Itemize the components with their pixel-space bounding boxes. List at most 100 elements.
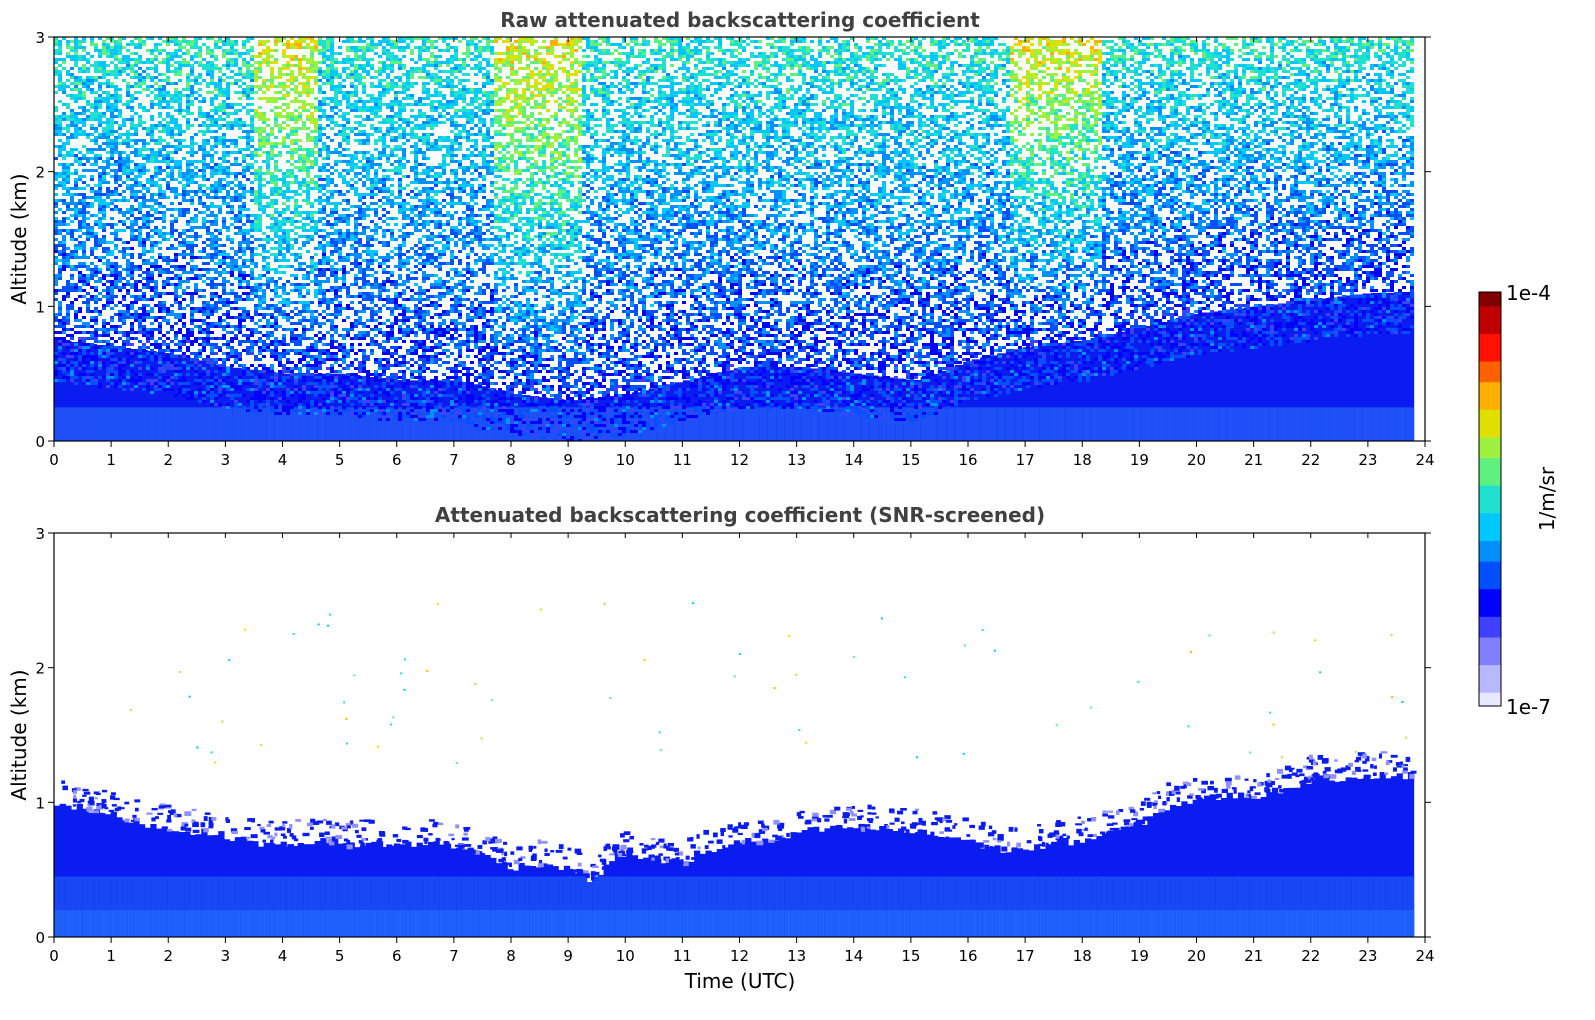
raw-noise-cell [146, 199, 150, 202]
raw-noise-cell [290, 217, 294, 220]
raw-noise-cell [290, 169, 294, 172]
raw-noise-cell [234, 184, 238, 187]
raw-noise-cell [298, 394, 302, 397]
raw-noise-cell [318, 124, 322, 127]
raw-noise-cell [74, 169, 78, 172]
raw-noise-cell [154, 244, 158, 247]
raw-noise-cell [190, 85, 194, 88]
raw-noise-cell [66, 40, 70, 43]
raw-noise-cell [198, 250, 202, 253]
raw-noise-cell [106, 130, 110, 133]
raw-noise-cell [74, 46, 78, 49]
raw-noise-cell [198, 226, 202, 229]
raw-noise-cell [150, 316, 154, 319]
raw-noise-cell [266, 88, 270, 91]
raw-noise-cell [274, 247, 278, 250]
raw-noise-cell [142, 148, 146, 151]
raw-noise-cell [106, 334, 110, 337]
raw-noise-cell [302, 304, 306, 307]
raw-noise-cell [158, 178, 162, 181]
raw-noise-cell [130, 316, 134, 319]
raw-noise-cell [118, 127, 122, 130]
raw-surface-column [776, 407, 785, 441]
raw-noise-cell [126, 265, 130, 268]
raw-noise-cell [162, 307, 166, 310]
raw-noise-cell [242, 235, 246, 238]
raw-noise-cell [82, 367, 86, 370]
raw-noise-cell [78, 319, 82, 322]
raw-noise-cell [110, 289, 114, 292]
raw-noise-cell [238, 73, 242, 76]
raw-noise-cell [270, 55, 274, 58]
raw-noise-cell [66, 130, 70, 133]
raw-noise-cell [166, 55, 170, 58]
raw-noise-cell [194, 337, 198, 340]
raw-noise-cell [306, 88, 310, 91]
raw-noise-cell [270, 175, 274, 178]
raw-noise-cell [90, 382, 94, 385]
raw-noise-cell [118, 271, 122, 274]
raw-noise-cell [142, 325, 146, 328]
raw-noise-cell [158, 331, 162, 334]
raw-noise-cell [282, 109, 286, 112]
raw-noise-cell [186, 79, 190, 82]
raw-noise-cell [102, 304, 106, 307]
raw-noise-cell [234, 178, 238, 181]
raw-noise-cell [90, 358, 94, 361]
raw-noise-cell [62, 340, 66, 343]
raw-noise-cell [86, 304, 90, 307]
raw-noise-cell [266, 304, 270, 307]
raw-noise-cell [178, 265, 182, 268]
raw-noise-cell [138, 196, 142, 199]
raw-noise-cell [126, 247, 130, 250]
raw-noise-cell [114, 175, 118, 178]
raw-noise-cell [298, 82, 302, 85]
raw-noise-cell [154, 124, 158, 127]
raw-noise-cell [154, 70, 158, 73]
raw-noise-cell [58, 82, 62, 85]
raw-noise-cell [206, 334, 210, 337]
raw-noise-cell [178, 49, 182, 52]
raw-noise-cell [306, 328, 310, 331]
raw-noise-cell [90, 88, 94, 91]
raw-noise-cell [194, 214, 198, 217]
raw-noise-cell [190, 391, 194, 394]
raw-noise-cell [254, 253, 258, 256]
raw-noise-cell [174, 139, 178, 142]
raw-noise-cell [282, 313, 286, 316]
raw-noise-cell [206, 49, 210, 52]
raw-noise-cell [66, 259, 70, 262]
raw-noise-cell [102, 64, 106, 67]
raw-noise-cell [190, 139, 194, 142]
raw-noise-cell [238, 163, 242, 166]
raw-noise-cell [146, 190, 150, 193]
raw-noise-cell [186, 364, 190, 367]
raw-noise-cell [82, 358, 86, 361]
raw-noise-cell [154, 229, 158, 232]
raw-noise-cell [286, 187, 290, 190]
raw-noise-cell [210, 172, 214, 175]
raw-noise-cell [118, 67, 122, 70]
raw-noise-cell [102, 334, 106, 337]
raw-noise-cell [70, 334, 74, 337]
raw-noise-cell [102, 133, 106, 136]
raw-noise-cell [318, 184, 322, 187]
raw-noise-cell [314, 412, 318, 415]
raw-noise-cell [270, 370, 274, 373]
raw-noise-cell [114, 67, 118, 70]
raw-noise-cell [162, 310, 166, 313]
raw-noise-cell [266, 346, 270, 349]
raw-noise-cell [170, 178, 174, 181]
raw-noise-cell [102, 328, 106, 331]
raw-noise-cell [218, 325, 222, 328]
raw-noise-cell [98, 310, 102, 313]
raw-noise-cell [114, 229, 118, 232]
raw-noise-cell [106, 346, 110, 349]
raw-noise-cell [298, 334, 302, 337]
raw-noise-cell [130, 118, 134, 121]
raw-noise-cell [102, 169, 106, 172]
raw-noise-cell [142, 244, 146, 247]
raw-noise-cell [210, 292, 214, 295]
raw-noise-cell [290, 142, 294, 145]
raw-noise-cell [314, 142, 318, 145]
